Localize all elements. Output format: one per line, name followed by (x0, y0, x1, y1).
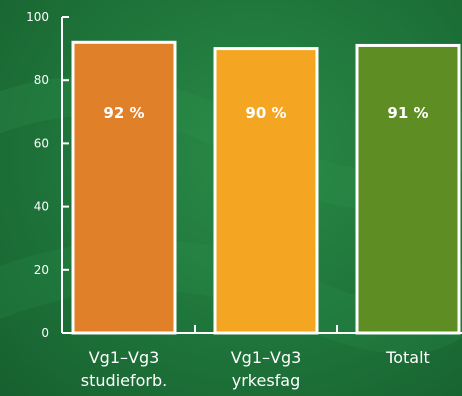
y-tick-label: 100 (26, 10, 49, 24)
bar (213, 47, 319, 335)
x-tick-label: Vg1–Vg3 (89, 348, 160, 367)
bar-data-label: 91 % (387, 104, 428, 122)
y-tick-label: 60 (34, 136, 49, 150)
x-tick-label: Totalt (385, 348, 430, 367)
bar (71, 40, 177, 335)
bars (71, 40, 461, 335)
bar-data-label: 90 % (245, 104, 286, 122)
labels: 92 % Vg1–Vg3 studieforb. 90 % Vg1–Vg3 yrkesfa… (81, 104, 430, 390)
x-tick-label: Vg1–Vg3 (231, 348, 302, 367)
y-tick-label: 80 (34, 73, 49, 87)
y-tick-label: 0 (41, 326, 49, 340)
y-tick-label: 20 (34, 263, 49, 277)
bar (355, 43, 461, 335)
bar-data-label: 92 % (103, 104, 144, 122)
x-tick-label: yrkesfag (232, 371, 301, 390)
y-tick-label: 40 (34, 200, 49, 214)
x-tick-label: studieforb. (81, 371, 167, 390)
